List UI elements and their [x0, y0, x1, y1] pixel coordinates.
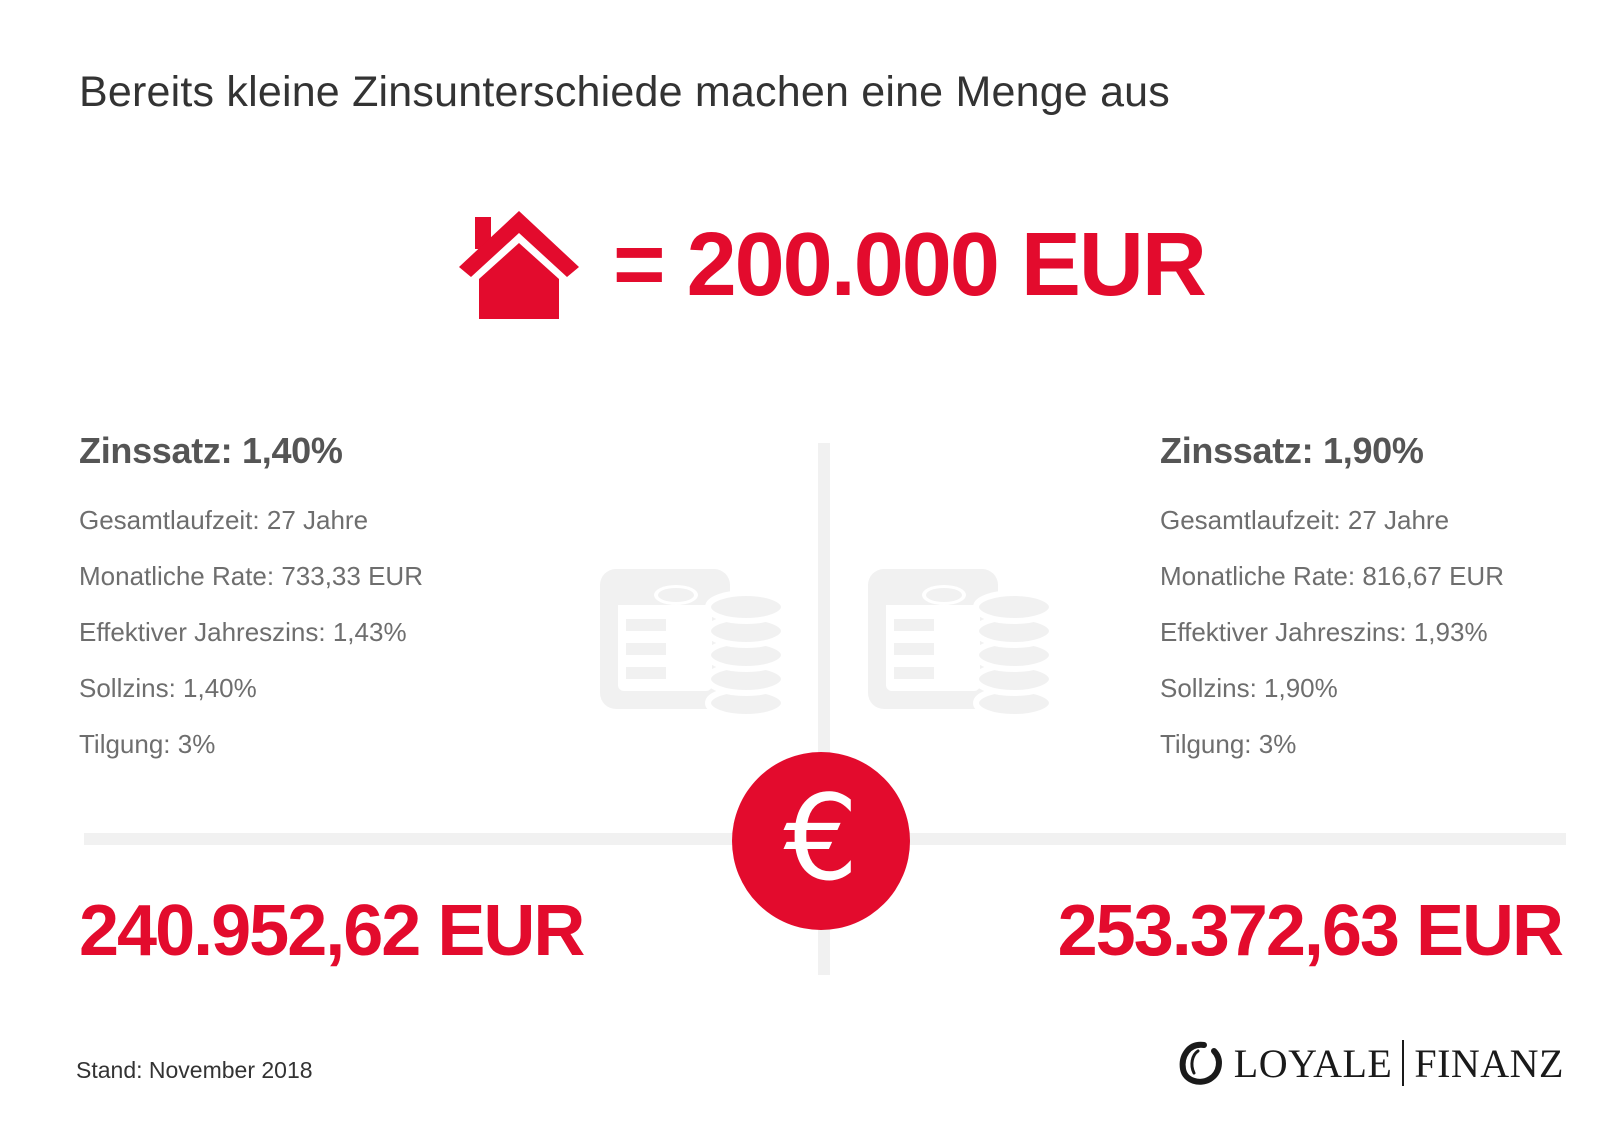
brand-logo: LOYALE FINANZ: [1178, 1038, 1564, 1088]
effective-rate-row: Effektiver Jahreszins: 1,43%: [79, 617, 407, 647]
monthly-rate-row: Monatliche Rate: 816,67 EUR: [1160, 561, 1504, 591]
euro-symbol: €: [783, 769, 859, 907]
document-coins-icon: [868, 569, 1055, 720]
interest-option-left: Zinssatz: 1,40% Gesamtlaufzeit: 27 Jahre…: [79, 430, 423, 778]
horizontal-divider-right: [904, 833, 1566, 845]
euro-icon: €: [732, 752, 910, 930]
term-row: Gesamtlaufzeit: 27 Jahre: [79, 505, 369, 535]
total-cost-right: 253.372,63 EUR: [1057, 891, 1564, 971]
monthly-rate-row: Monatliche Rate: 733,33 EUR: [79, 561, 423, 591]
loan-amount: = 200.000 EUR: [613, 214, 1207, 315]
interest-option-right: Zinssatz: 1,90% Gesamtlaufzeit: 27 Jahre…: [1160, 430, 1504, 778]
page-title: Bereits kleine Zinsunterschiede machen e…: [79, 68, 1170, 116]
repayment-row: Tilgung: 3%: [1160, 729, 1297, 759]
enso-circle-icon: [1179, 1041, 1222, 1085]
interest-rate-heading: Zinssatz: 1,90%: [1160, 430, 1424, 471]
loan-amount-hero: = 200.000 EUR: [455, 200, 1207, 330]
effective-rate-row: Effektiver Jahreszins: 1,93%: [1160, 617, 1488, 647]
house-icon: [459, 211, 579, 319]
nominal-rate-row: Sollzins: 1,40%: [79, 673, 257, 703]
logo-word-finanz: FINANZ: [1414, 1040, 1564, 1086]
repayment-row: Tilgung: 3%: [79, 729, 216, 759]
date-note: Stand: November 2018: [76, 1057, 313, 1083]
document-coins-icon: [600, 569, 787, 720]
term-row: Gesamtlaufzeit: 27 Jahre: [1160, 505, 1450, 535]
logo-word-loyale: LOYALE: [1233, 1040, 1393, 1086]
nominal-rate-row: Sollzins: 1,90%: [1160, 673, 1338, 703]
horizontal-divider-left: [84, 833, 744, 845]
logo-separator: [1402, 1040, 1405, 1086]
total-cost-left: 240.952,62 EUR: [79, 891, 585, 971]
interest-rate-heading: Zinssatz: 1,40%: [79, 430, 343, 471]
